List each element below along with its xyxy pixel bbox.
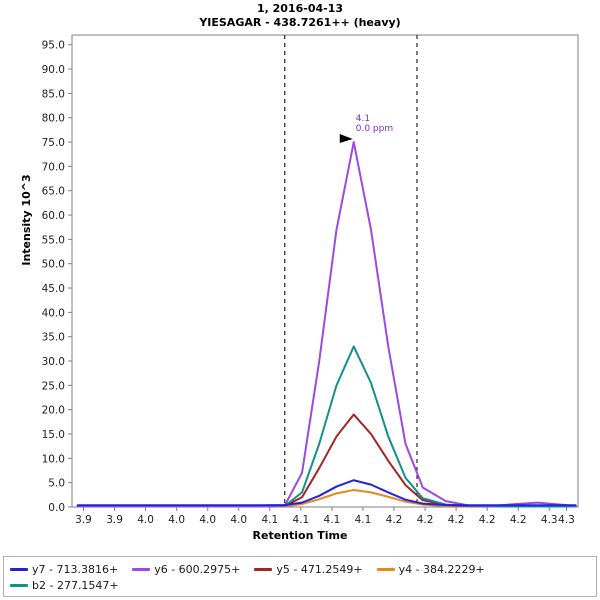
- plot-background: [71, 34, 579, 508]
- y-tick-label: 15.0: [42, 429, 65, 441]
- peak-annotation: 4.10.0 ppm: [339, 114, 393, 144]
- legend-label: b2 - 277.1547+: [32, 578, 119, 592]
- y-tick-label: 70.0: [42, 161, 65, 173]
- legend-color-swatch: [10, 583, 28, 587]
- x-axis-ticks: 3.9 3.9 4.0 4.0 4.0 4.0 4.1 4.1 4.1 4.1 4.2 4.2 4.2 4…: [75, 507, 575, 526]
- y-tick-label: 30.0: [42, 356, 65, 368]
- title-line-1: 1, 2016-04-13: [256, 2, 344, 15]
- x-tick-label: 4.1: [355, 514, 372, 526]
- x-tick-label: 3.9: [75, 514, 92, 526]
- series-lines: [76, 141, 577, 508]
- y-tick-label: 25.0: [42, 380, 65, 392]
- y-axis-label: Intensity 10^3: [20, 174, 33, 266]
- series-line: [76, 479, 577, 507]
- legend-entry[interactable]: y4 - 384.2229+: [376, 562, 485, 576]
- y-tick-label: 40.0: [42, 307, 65, 319]
- legend-label: y6 - 600.2975+: [154, 562, 241, 576]
- legend-entry[interactable]: b2 - 277.1547+: [10, 579, 119, 592]
- y-tick-label: 50.0: [42, 259, 65, 271]
- x-tick-label: 4.2: [479, 514, 496, 526]
- x-tick-label: 4.2: [386, 514, 403, 526]
- title-line-2: YIESAGAR - 438.7261++ (heavy): [199, 16, 401, 29]
- integration-boundary-lines[interactable]: [284, 35, 418, 507]
- x-tick-label: 4.2: [510, 514, 527, 526]
- x-tick-label: 4.1: [324, 514, 341, 526]
- x-tick-label: 4.1: [292, 514, 309, 526]
- x-tick-label: 4.3: [558, 514, 575, 526]
- x-tick-label: 4.0: [230, 514, 247, 526]
- annotation-mass-error: 0.0 ppm: [356, 124, 393, 134]
- x-tick-label: 4.2: [448, 514, 465, 526]
- y-tick-label: 35.0: [42, 332, 65, 344]
- y-tick-label: 55.0: [42, 234, 65, 246]
- plot-frame: [71, 34, 579, 508]
- legend-label: y7 - 713.3816+: [32, 562, 119, 576]
- x-tick-label: 4.0: [168, 514, 185, 526]
- legend-entry[interactable]: y6 - 600.2975+: [132, 563, 240, 576]
- legend-color-swatch: [254, 567, 273, 571]
- x-tick-label: 3.9: [106, 514, 123, 526]
- annotation-marker-icon: [339, 134, 353, 144]
- legend-row: b2 - 277.1547+: [10, 577, 590, 593]
- y-tick-label: 60.0: [42, 210, 65, 222]
- x-tick-label: 4.0: [199, 514, 216, 526]
- x-tick-label: 4.0: [137, 514, 154, 526]
- annotation-retention-time: 4.1: [356, 114, 370, 124]
- y-tick-label: 0.0: [48, 502, 65, 514]
- legend-color-swatch: [10, 567, 28, 571]
- legend: y7 - 713.3816+ y6 - 600.2975+ y5 - 471.254…: [3, 556, 597, 597]
- y-tick-label: 75.0: [42, 137, 65, 149]
- y-tick-label: 85.0: [42, 88, 65, 100]
- legend-color-swatch: [376, 567, 395, 571]
- y-tick-label: 90.0: [42, 64, 65, 76]
- y-tick-label: 80.0: [42, 113, 65, 125]
- y-tick-label: 45.0: [42, 283, 65, 295]
- y-tick-label: 95.0: [42, 40, 65, 52]
- x-tick-label: 4.1: [261, 514, 278, 526]
- x-axis-label: Retention Time: [252, 529, 348, 542]
- legend-color-swatch: [132, 567, 151, 571]
- legend-entry[interactable]: y5 - 471.2549+: [254, 562, 363, 576]
- legend-row: y7 - 713.3816+ y6 - 600.2975+ y5 - 471.254…: [10, 561, 590, 577]
- legend-label: y4 - 384.2229+: [398, 562, 485, 576]
- y-tick-label: 65.0: [42, 186, 65, 198]
- y-axis-ticks: 0.0 5.0 10.0 15.0 20.0 25.0 30.0 35.0 40.0 45.0 50…: [42, 40, 72, 514]
- y-tick-label: 5.0: [48, 478, 65, 490]
- legend-label: y5 - 471.2549+: [276, 562, 363, 576]
- legend-entry[interactable]: y7 - 713.3816+: [10, 563, 118, 576]
- x-tick-label: 4.3: [541, 514, 558, 526]
- y-tick-label: 10.0: [42, 453, 65, 465]
- x-tick-label: 4.2: [417, 514, 434, 526]
- y-tick-label: 20.0: [42, 405, 65, 417]
- page-title: 1, 2016-04-13 YIESAGAR - 438.7261++ (hea…: [0, 2, 600, 30]
